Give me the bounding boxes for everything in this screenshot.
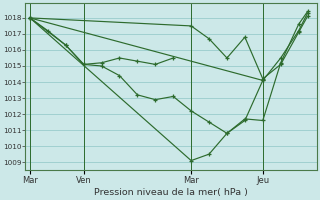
X-axis label: Pression niveau de la mer( hPa ): Pression niveau de la mer( hPa ) <box>94 188 248 197</box>
